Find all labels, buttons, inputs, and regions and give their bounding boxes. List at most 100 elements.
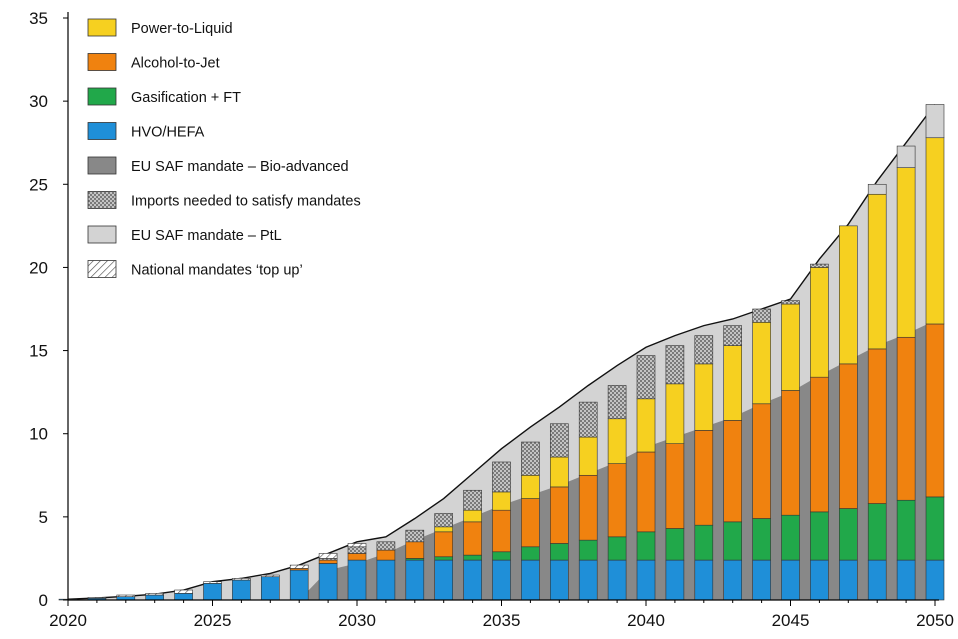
legend-swatch-power-to-liquid: [87, 18, 117, 37]
bar-alcohol-to-jet-2029: [318, 559, 338, 564]
bar-alcohol-to-jet-2039: [607, 463, 627, 538]
bar-gasification-ft-2037: [549, 543, 569, 561]
legend-swatch-gasification-ft: [87, 87, 117, 106]
x-tick-label: 2050: [916, 611, 954, 630]
bar-gasification-ft-2042: [694, 524, 714, 561]
bar-hvo-hefa-2048: [867, 559, 887, 601]
bar-alcohol-to-jet-2031: [376, 549, 396, 561]
y-tick-label: 20: [29, 258, 48, 277]
bar-gasification-ft-2034: [463, 554, 482, 561]
bar-hvo-hefa-2038: [578, 559, 598, 601]
bar-imports-needed-to-satisfy-mandates-2046: [810, 263, 829, 268]
y-tick-label: 35: [29, 9, 48, 28]
bar-national-mandates-top-up-2024: [174, 589, 193, 594]
y-tick-label: 10: [29, 425, 48, 444]
bar-national-mandates-top-up-2030: [347, 543, 367, 548]
bar-alcohol-to-jet-2034: [463, 521, 482, 556]
legend-label-power-to-liquid: Power-to-Liquid: [131, 21, 233, 37]
bar-hvo-hefa-2040: [636, 559, 656, 601]
bar-hvo-hefa-2043: [723, 559, 743, 601]
bar-alcohol-to-jet-2038: [578, 474, 598, 541]
bar-national-mandates-top-up-2023: [145, 593, 164, 596]
bar-imports-needed-to-satisfy-mandates-2040: [636, 355, 656, 400]
bar-imports-needed-to-satisfy-mandates-2031: [376, 541, 396, 551]
bar-power-to-liquid-2043: [723, 345, 743, 421]
bar-gasification-ft-2046: [810, 511, 829, 561]
legend-swatch-alcohol-to-jet: [87, 53, 117, 71]
bar-hvo-hefa-2050: [925, 559, 945, 601]
y-tick-label: 5: [39, 508, 48, 527]
bar-hvo-hefa-2046: [810, 559, 829, 601]
bar-hvo-hefa-2029: [318, 563, 338, 601]
bar-alcohol-to-jet-2042: [694, 430, 714, 526]
bar-gasification-ft-2049: [896, 499, 916, 561]
legend-label-imports-needed-to-satisfy-mandates: Imports needed to satisfy mandates: [131, 194, 361, 210]
bar-power-to-liquid-2034: [463, 509, 482, 523]
bar-alcohol-to-jet-2036: [521, 498, 540, 548]
bar-power-to-liquid-2035: [492, 491, 511, 511]
bar-national-mandates-top-up-2028: [289, 564, 309, 569]
bar-hvo-hefa-2034: [463, 559, 482, 601]
bar-eu-saf-mandate-ptl-2050: [925, 104, 945, 139]
bar-power-to-liquid-2037: [549, 456, 569, 488]
bar-gasification-ft-2043: [723, 521, 743, 561]
bar-power-to-liquid-2050: [925, 137, 945, 325]
bar-gasification-ft-2033: [434, 556, 454, 561]
bar-alcohol-to-jet-2033: [434, 531, 454, 558]
bar-hvo-hefa-2033: [434, 559, 454, 601]
bar-imports-needed-to-satisfy-mandates-2036: [521, 441, 540, 476]
bar-gasification-ft-2038: [578, 539, 598, 561]
bar-power-to-liquid-2040: [636, 398, 656, 453]
bar-imports-needed-to-satisfy-mandates-2038: [578, 401, 598, 438]
bar-imports-needed-to-satisfy-mandates-2045: [781, 300, 800, 305]
x-tick-label: 2040: [627, 611, 665, 630]
bar-alcohol-to-jet-2046: [810, 376, 829, 513]
bar-hvo-hefa-2023: [145, 594, 164, 601]
bar-alcohol-to-jet-2035: [492, 509, 511, 553]
bar-power-to-liquid-2047: [838, 225, 858, 365]
bar-power-to-liquid-2038: [578, 436, 598, 476]
legend-label-national-mandates-top-up: National mandates ‘top up’: [131, 263, 303, 279]
bar-power-to-liquid-2048: [867, 193, 887, 350]
bar-hvo-hefa-2042: [694, 559, 714, 601]
bar-power-to-liquid-2041: [665, 383, 685, 444]
bar-alcohol-to-jet-2040: [636, 451, 656, 533]
bar-imports-needed-to-satisfy-mandates-2033: [434, 513, 454, 528]
bar-hvo-hefa-2030: [347, 559, 367, 601]
bar-imports-needed-to-satisfy-mandates-2034: [463, 489, 482, 511]
bar-hvo-hefa-2049: [896, 559, 916, 601]
bar-gasification-ft-2050: [925, 496, 945, 561]
legend: Power-to-Liquid Alcohol-to-Jet Gasificatio…: [87, 18, 361, 279]
bar-gasification-ft-2039: [607, 536, 627, 561]
bar-hvo-hefa-2031: [376, 559, 396, 601]
bar-power-to-liquid-2036: [521, 474, 540, 499]
bar-power-to-liquid-2049: [896, 167, 916, 338]
bar-hvo-hefa-2035: [492, 559, 511, 601]
bar-imports-needed-to-satisfy-mandates-2042: [694, 335, 714, 365]
x-tick-label: 2020: [49, 611, 87, 630]
bar-alcohol-to-jet-2043: [723, 420, 743, 523]
bar-hvo-hefa-2036: [521, 559, 540, 601]
bar-hvo-hefa-2032: [405, 559, 425, 601]
x-tick-label: 2030: [338, 611, 376, 630]
bar-alcohol-to-jet-2050: [925, 323, 945, 498]
bar-alcohol-to-jet-2037: [549, 486, 569, 544]
legend-label-alcohol-to-jet: Alcohol-to-Jet: [131, 56, 220, 72]
x-tick-label: 2045: [772, 611, 810, 630]
y-tick-label: 25: [29, 175, 48, 194]
bar-eu-saf-mandate-ptl-2049: [896, 145, 916, 168]
bar-imports-needed-to-satisfy-mandates-2039: [607, 385, 627, 420]
bar-alcohol-to-jet-2030: [347, 553, 367, 561]
bar-alcohol-to-jet-2048: [867, 348, 887, 504]
bar-power-to-liquid-2039: [607, 418, 627, 464]
bar-national-mandates-top-up-2022: [116, 594, 136, 597]
bar-hvo-hefa-2028: [289, 569, 309, 601]
bar-gasification-ft-2041: [665, 528, 685, 561]
y-tick-label: 0: [39, 591, 48, 610]
bar-alcohol-to-jet-2044: [752, 403, 771, 519]
bar-hvo-hefa-2037: [549, 559, 569, 601]
bar-hvo-hefa-2041: [665, 559, 685, 601]
legend-swatch-eu-saf-mandate-bio-advanced: [87, 156, 117, 175]
